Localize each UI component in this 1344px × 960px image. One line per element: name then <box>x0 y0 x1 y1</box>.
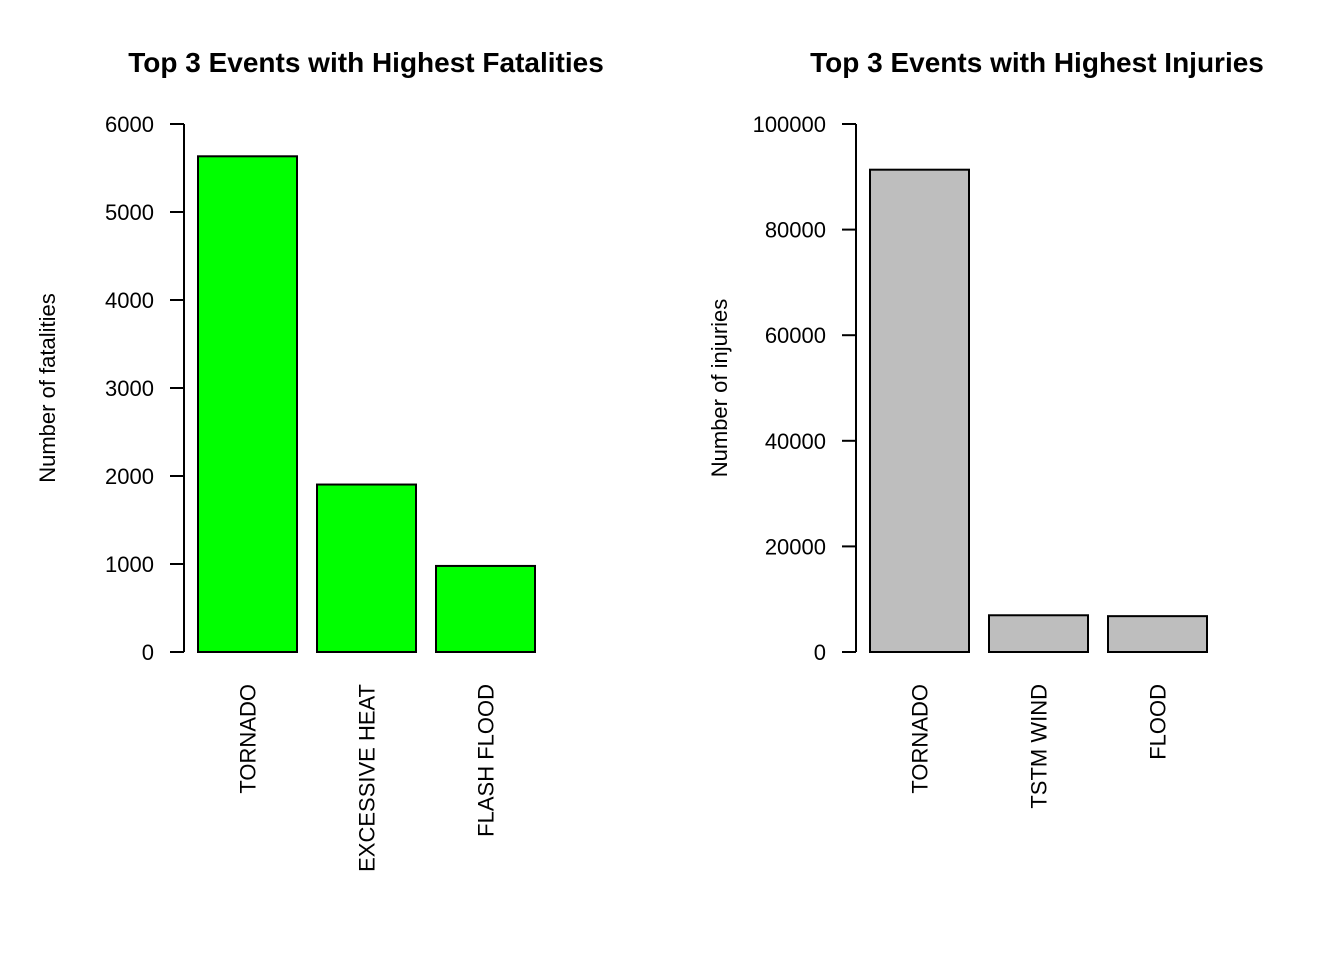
bar <box>869 168 970 653</box>
y-tick-label: 80000 <box>765 218 826 243</box>
y-tick-label: 0 <box>814 640 826 665</box>
x-tick-label: TSTM WIND <box>1027 684 1052 809</box>
bar <box>316 483 417 654</box>
fatalities-chart: Top 3 Events with Highest Fatalities Num… <box>35 47 604 872</box>
x-axis-categories: TORNADO TSTM WIND FLOOD <box>908 684 1171 809</box>
y-tick-label: 4000 <box>105 288 154 313</box>
bar <box>435 564 536 653</box>
y-tick-label: 0 <box>142 640 154 665</box>
bars <box>197 155 536 654</box>
chart-title: Top 3 Events with Highest Injuries <box>810 47 1264 78</box>
bars <box>869 168 1208 653</box>
x-tick-label: TORNADO <box>236 684 261 794</box>
bar <box>988 614 1089 653</box>
x-tick-label: TORNADO <box>908 684 933 794</box>
y-tick-label: 1000 <box>105 552 154 577</box>
y-tick-label: 40000 <box>765 429 826 454</box>
y-axis-label: Number of injuries <box>707 299 732 478</box>
y-axis-label: Number of fatalities <box>35 293 60 483</box>
y-tick-label: 6000 <box>105 112 154 137</box>
y-tick-label: 2000 <box>105 464 154 489</box>
x-axis-categories: TORNADO EXCESSIVE HEAT FLASH FLOOD <box>236 684 499 872</box>
y-axis: 0 1000 2000 3000 4000 5000 6000 <box>105 112 185 665</box>
y-tick-label: 3000 <box>105 376 154 401</box>
y-tick-label: 5000 <box>105 200 154 225</box>
bar <box>197 155 298 654</box>
chart-title: Top 3 Events with Highest Fatalities <box>128 47 604 78</box>
x-tick-label: FLOOD <box>1146 684 1171 760</box>
bar <box>1107 615 1208 653</box>
y-tick-label: 60000 <box>765 323 826 348</box>
y-tick-label: 100000 <box>753 112 826 137</box>
y-axis: 0 20000 40000 60000 80000 100000 <box>753 112 857 665</box>
x-tick-label: EXCESSIVE HEAT <box>355 684 380 872</box>
y-tick-label: 20000 <box>765 534 826 559</box>
injuries-chart: Top 3 Events with Highest Injuries Numbe… <box>707 47 1264 809</box>
x-tick-label: FLASH FLOOD <box>474 684 499 837</box>
